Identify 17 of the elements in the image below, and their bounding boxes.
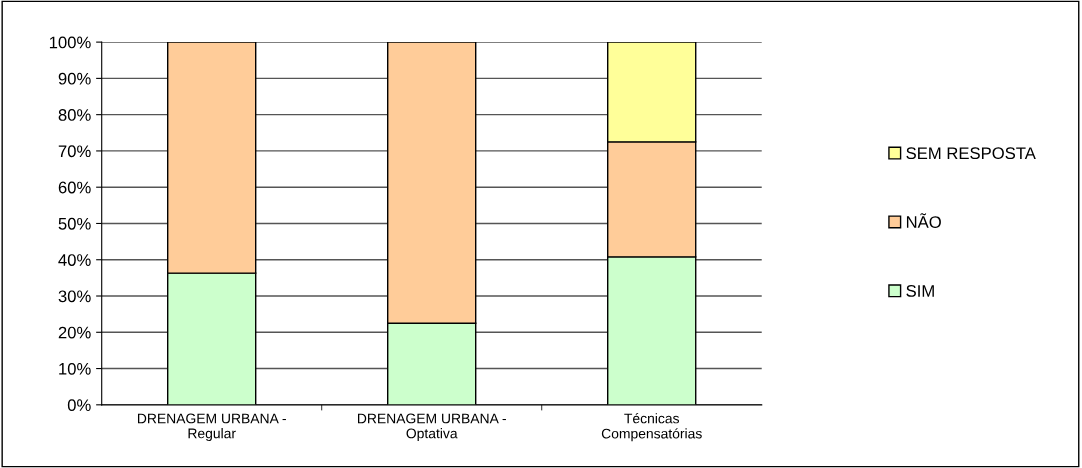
x-tick-label: DRENAGEM URBANA - Regular [137,413,286,442]
y-tick-label: 100% [49,36,91,49]
y-tick-label: 30% [58,290,91,303]
y-tick-label: 90% [58,72,91,85]
y-tick-label: 80% [58,109,91,121]
y-tick-label: 50% [58,217,91,230]
legend-label: SIM [906,285,934,297]
x-tick-label: Técnicas Compensatórias [601,412,702,442]
y-tick-label: 20% [58,326,91,339]
legend-label: SEM RESPOSTA [906,147,1036,160]
x-tick-label: DRENAGEM URBANA - Optativa [358,413,506,442]
y-tick-label: 40% [58,254,91,266]
legend-label: NÃO [906,213,941,228]
y-tick-label: 60% [58,181,91,194]
y-tick-label: 70% [58,145,91,158]
y-tick-label: 10% [59,362,91,375]
y-tick-label: 0% [67,399,91,412]
